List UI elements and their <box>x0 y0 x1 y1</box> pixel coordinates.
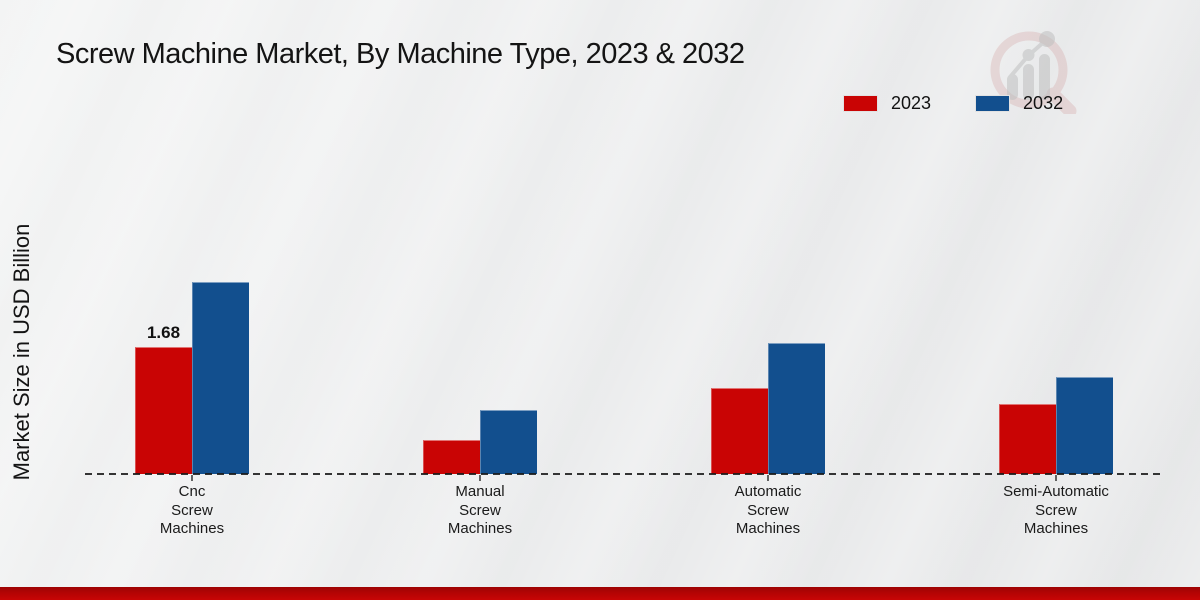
bar-2023-2 <box>711 388 768 474</box>
x-tick-label-1: Manual Screw Machines <box>447 483 513 537</box>
legend-label-2032: 2032 <box>1023 93 1064 113</box>
bar-2032-0 <box>192 282 249 474</box>
x-tick-label-2: Automatic Screw Machines <box>734 483 802 537</box>
bar-2032-2 <box>768 343 825 474</box>
x-tick-label-3: Semi-Automatic Screw Machines <box>1003 483 1109 537</box>
bottom-accent-bar <box>0 587 1200 600</box>
x-tick-label-0: Cnc Screw Machines <box>159 483 225 537</box>
legend-swatch-2032 <box>975 95 1011 112</box>
bar-2023-3 <box>999 404 1056 474</box>
y-axis-label: Market Size in USD Billion <box>9 223 34 481</box>
bar-2023-1 <box>423 440 480 474</box>
legend-item-2023: 2023 <box>843 93 931 114</box>
market-research-magnifier-logo <box>983 24 1083 119</box>
legend: 2023 2032 <box>843 93 1063 114</box>
bar-2032-3 <box>1056 377 1113 474</box>
chart-title: Screw Machine Market, By Machine Type, 2… <box>56 38 745 70</box>
bar-2023-0 <box>135 347 192 474</box>
magnifier-trend-icon <box>990 31 1077 118</box>
bar-value-label: 1.68 <box>146 323 181 342</box>
legend-swatch-2023 <box>843 95 878 112</box>
legend-label-2023: 2023 <box>891 93 932 113</box>
bar-2032-1 <box>480 410 537 474</box>
legend-item-2032: 2032 <box>975 93 1063 114</box>
